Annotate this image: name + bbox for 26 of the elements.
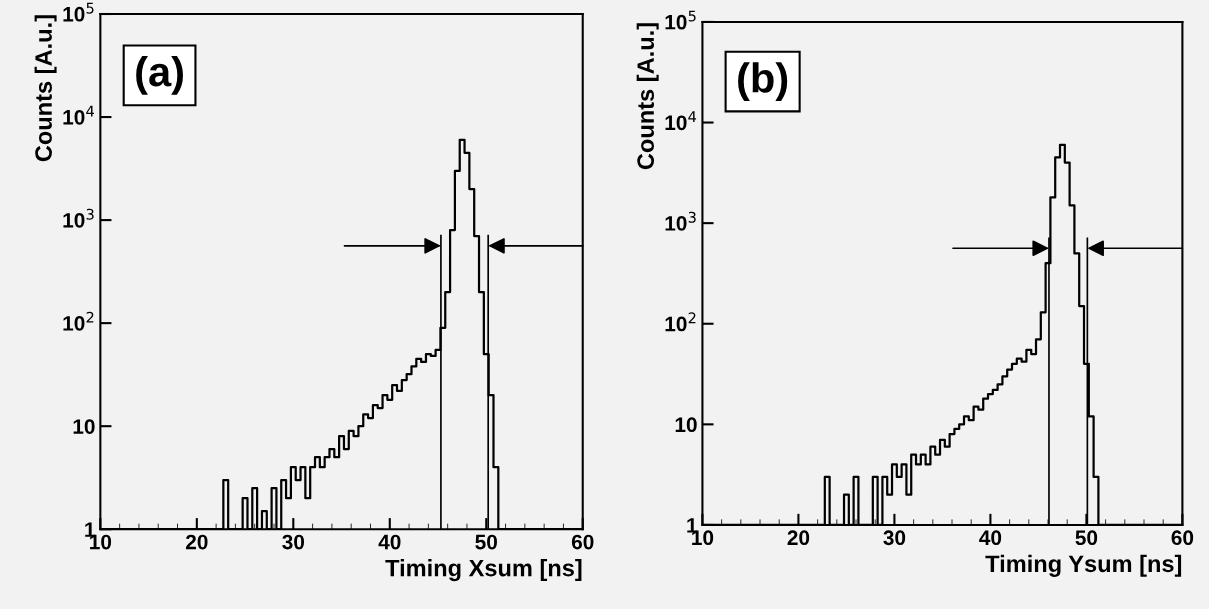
x-tick-label: 20 — [787, 530, 810, 546]
y-tick-label: 10$^{3}$ — [665, 211, 696, 231]
text: (b) — [738, 62, 788, 101]
y-tick-label: 10$^{2}$ — [63, 311, 94, 331]
y-tick-label: 10$^{2}$ — [665, 312, 696, 332]
y-tick-label: 10 — [73, 419, 95, 434]
x-tick-label: 50 — [475, 534, 497, 550]
x-axis-title: Timing Xsum [ns] — [385, 559, 582, 582]
y-axis-title: Counts [A.u.] — [34, 15, 57, 162]
x-tick-label: 60 — [571, 534, 594, 550]
x-tick-label: 50 — [1075, 530, 1098, 546]
y-axis-title: Counts [A.u.] — [636, 23, 659, 170]
y-tick-label: 10$^{3}$ — [63, 208, 94, 228]
y-tick-label: 10$^{4}$ — [63, 105, 94, 125]
x-tick-label: 60 — [1171, 530, 1194, 546]
y-tick-label: 10$^{5}$ — [665, 10, 696, 30]
x-tick-label: 20 — [185, 534, 208, 550]
y-tick-label: 10 — [675, 417, 697, 433]
x-tick-label: 30 — [883, 530, 906, 546]
text: (a) — [136, 55, 183, 95]
x-tick-label: 40 — [378, 534, 401, 550]
y-tick-label: 10$^{5}$ — [63, 2, 94, 22]
x-tick-label: 40 — [979, 530, 1002, 546]
y-tick-label: 10$^{4}$ — [665, 111, 697, 131]
x-axis-title: Timing Ysum [ns] — [985, 554, 1182, 577]
x-tick-label: 30 — [282, 534, 305, 550]
